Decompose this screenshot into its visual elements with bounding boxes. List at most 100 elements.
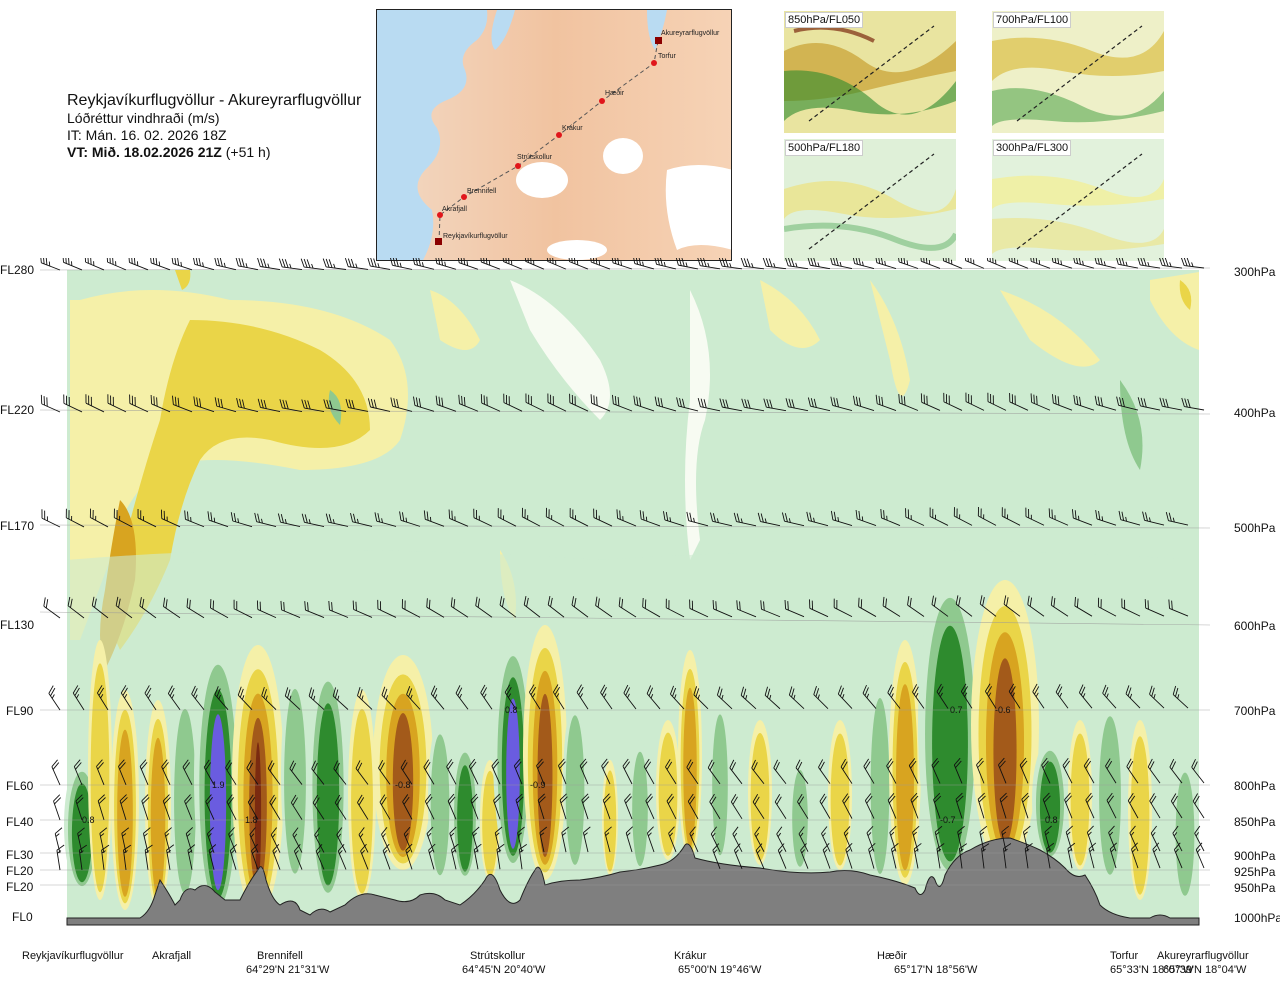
wind-barb-flag (220, 398, 223, 408)
wind-barb (1118, 510, 1141, 526)
wind-barb (97, 685, 109, 711)
wind-barb-flag (214, 686, 219, 695)
wind-barb-flag (76, 694, 80, 699)
wind-barb-flag (939, 692, 943, 697)
wind-barb-flag (712, 843, 720, 851)
wind-barb-flag (403, 796, 410, 805)
wind-barb-flag (424, 793, 432, 802)
wind-barb-flag (68, 397, 70, 406)
wind-barb-flag (562, 832, 567, 836)
wind-barb-flag (1173, 832, 1178, 837)
wind-barb-flag (645, 516, 648, 522)
wind-barb-staff (559, 799, 567, 820)
wind-barb-flag (516, 796, 524, 804)
wind-barb-staff (1145, 607, 1165, 617)
wind-barb-flag (457, 253, 460, 263)
wind-barb-staff (247, 801, 259, 820)
wind-barb-flag (668, 826, 675, 834)
wind-barb-staff (425, 518, 445, 527)
wind-barb-staff (552, 691, 565, 710)
wind-barb-flag (233, 512, 237, 522)
wind-barb-flag (165, 599, 168, 609)
wind-barb (806, 511, 829, 527)
hpa-label: 700hPa (1234, 704, 1276, 718)
wind-barb (670, 685, 685, 710)
hpa-label: 400hPa (1234, 406, 1276, 420)
wind-barb-flag (906, 260, 909, 265)
wind-barb-flag (832, 256, 836, 266)
wind-barb-flag (864, 761, 871, 770)
wind-barb-flag (193, 396, 196, 406)
wind-barb-flag (182, 759, 189, 768)
wind-barb-flag (358, 797, 365, 806)
wind-barb-flag (697, 694, 700, 700)
wind-barb-flag (1059, 692, 1063, 698)
initial-time: IT: Mán. 16. 02. 2026 18Z (67, 127, 227, 143)
wind-barb-staff (173, 404, 193, 413)
wind-barb-flag (595, 596, 598, 606)
wind-barb-flag (269, 762, 275, 772)
wind-barb-flag (769, 399, 773, 409)
field-patch (284, 688, 306, 874)
wind-barb (676, 397, 699, 412)
wind-barb (337, 843, 347, 870)
wind-barb-flag (861, 261, 864, 266)
wind-barb-flag (1118, 256, 1122, 266)
wind-barb-flag (166, 516, 168, 522)
wind-barb-staff (689, 833, 699, 853)
title-block: Reykjavíkurflugvöllur - Akureyrarflugvöl… (67, 91, 397, 161)
wind-barb (1191, 758, 1205, 784)
wind-barb-flag (833, 511, 837, 521)
wind-barb-flag (123, 844, 132, 851)
wind-barb-flag (1038, 259, 1041, 265)
wind-barb-flag (292, 827, 299, 836)
wind-barb-flag (74, 687, 80, 696)
wind-barb-flag (1042, 792, 1050, 800)
fl-label: FL60 (6, 779, 34, 793)
wind-barb-flag (250, 833, 255, 838)
wind-barb-staff (400, 519, 421, 527)
wind-barb-flag (931, 757, 938, 766)
wind-barb-staff (1131, 849, 1139, 869)
wind-barb-flag (137, 509, 139, 518)
wind-barb-flag (818, 759, 824, 768)
wind-barb (205, 794, 215, 820)
wind-barb (955, 595, 973, 617)
wind-barb-flag (1106, 792, 1113, 801)
wind-barb-flag (568, 252, 570, 262)
wind-barb-flag (474, 849, 479, 853)
wind-barb-flag (712, 513, 716, 523)
wind-barb-flag (882, 596, 885, 606)
wind-barb (1051, 253, 1073, 269)
wind-barb-staff (722, 406, 743, 412)
wind-barb (611, 253, 633, 270)
wind-barb-flag (537, 793, 545, 801)
wind-barb-flag (821, 796, 827, 805)
wind-barb (367, 257, 391, 270)
wind-barb-flag (934, 795, 942, 803)
wind-barb-flag (1195, 842, 1203, 850)
wind-barb (141, 794, 150, 820)
wind-barb-flag (139, 597, 142, 607)
wind-barb-staff (513, 765, 523, 785)
variable-label: Lóðréttur vindhraði (m/s) (67, 110, 220, 126)
wind-barb-flag (1158, 256, 1163, 266)
wind-barb-staff (1149, 800, 1161, 819)
wind-barb-flag (75, 762, 82, 770)
wind-barb-flag (636, 396, 639, 406)
wind-barb-flag (163, 797, 171, 805)
wind-barb-flag (493, 793, 501, 801)
wind-barb-flag (377, 513, 381, 523)
wind-barb-flag (1002, 831, 1007, 836)
wind-barb-flag (164, 827, 172, 834)
mini-map-500-label: 500hPa/FL180 (785, 140, 864, 156)
wind-barb (933, 792, 942, 819)
wind-barb (774, 793, 787, 819)
wind-barb-staff (400, 767, 413, 785)
wind-barb-staff (472, 832, 479, 853)
wind-barb-flag (52, 762, 60, 770)
wind-barb-flag (907, 509, 910, 519)
wind-barb (1192, 793, 1205, 819)
wind-barb-staff (977, 799, 985, 819)
wind-barb-staff (272, 850, 281, 870)
